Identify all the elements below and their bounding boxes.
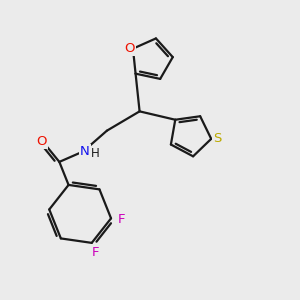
Text: N: N — [80, 145, 89, 158]
Text: O: O — [124, 42, 135, 55]
Text: F: F — [92, 246, 99, 259]
Text: S: S — [214, 132, 222, 146]
Text: O: O — [36, 135, 46, 148]
Text: F: F — [118, 213, 125, 226]
Text: H: H — [91, 147, 100, 161]
